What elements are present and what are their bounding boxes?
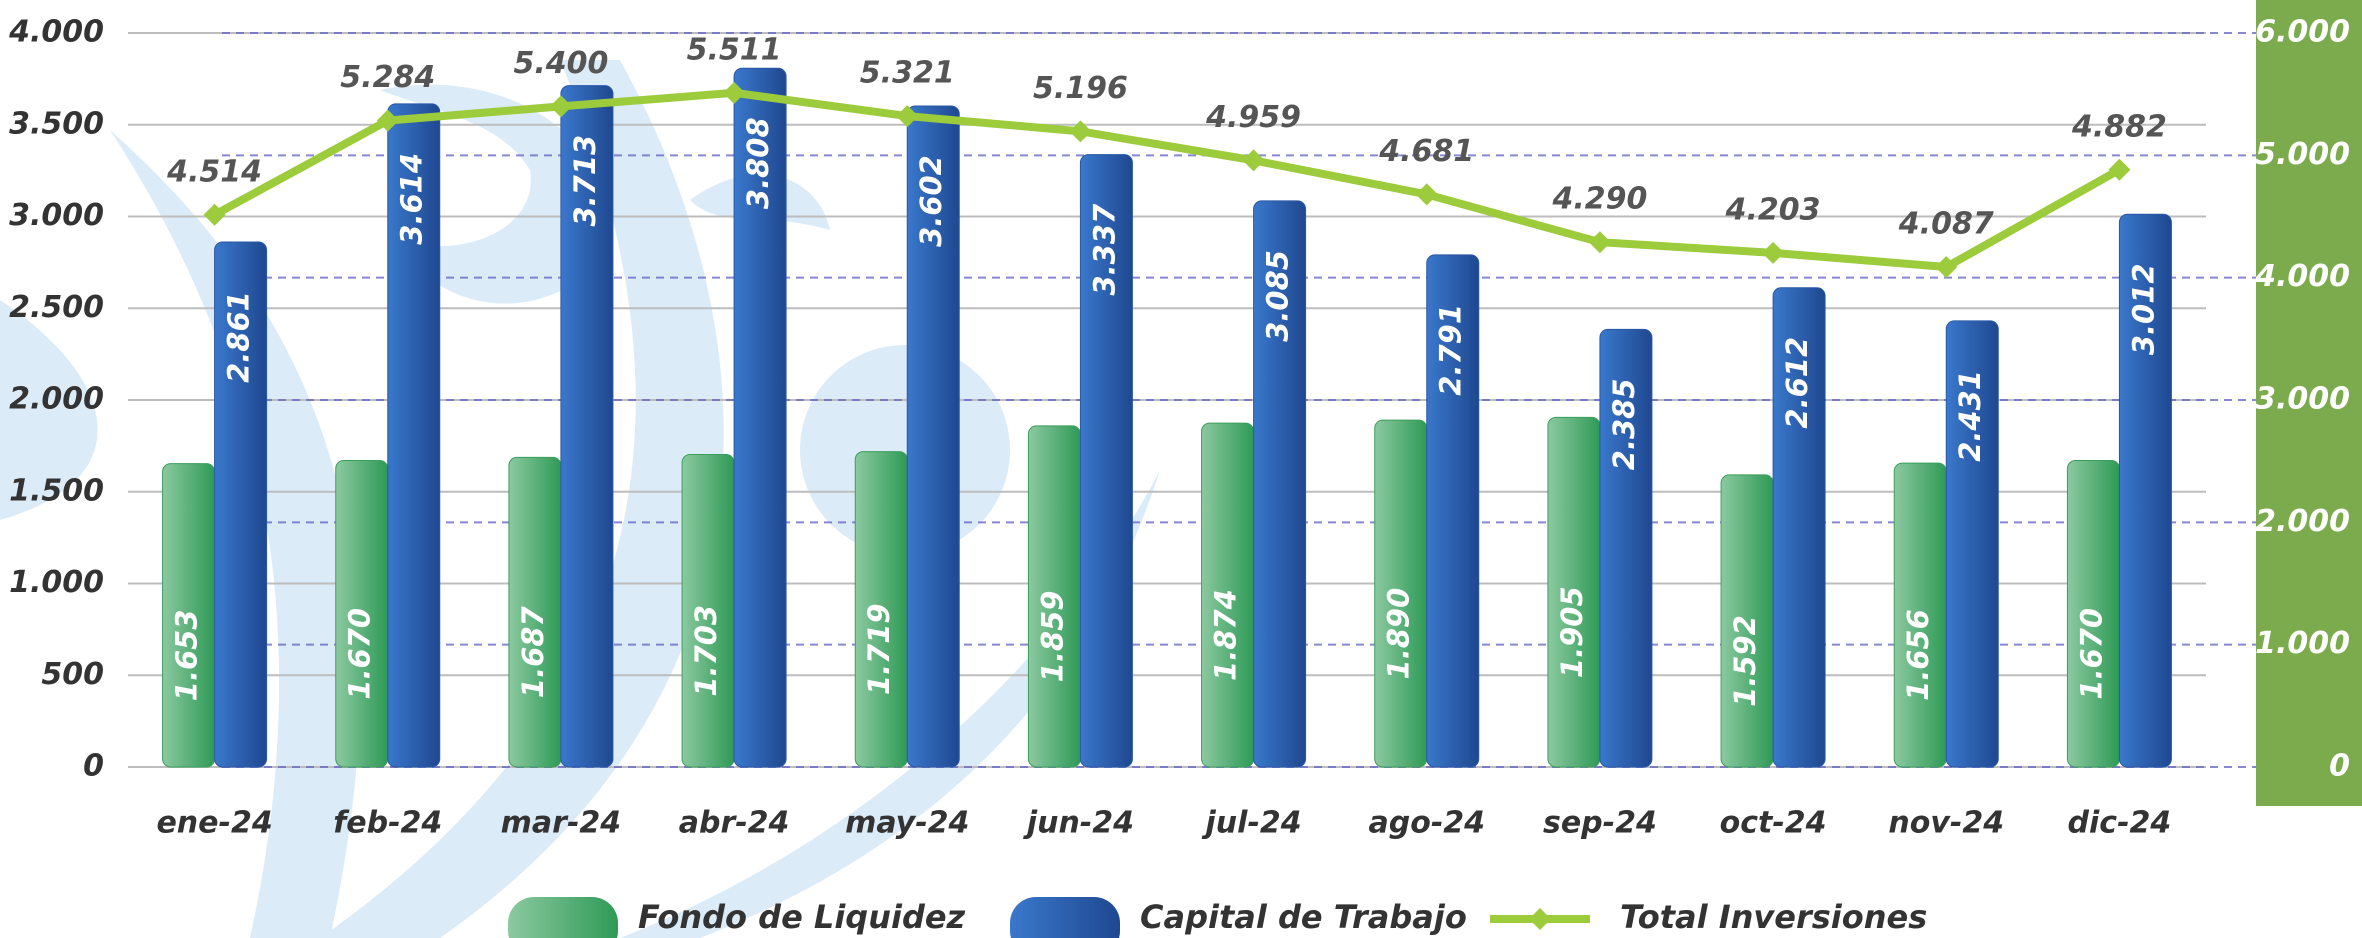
bar-value-label: 1.670 [343, 608, 377, 700]
line-value-label: 5.400 [513, 46, 608, 81]
line-marker [203, 203, 226, 226]
y-tick-label: 500 [41, 657, 104, 692]
line-marker [549, 95, 572, 118]
x-tick-label: oct-24 [1720, 806, 1827, 841]
bar-value-label: 1.592 [1728, 615, 1762, 707]
x-tick-label: jul-24 [1202, 806, 1302, 841]
y-tick-label: 1.500 [9, 473, 104, 508]
bar [906, 105, 960, 768]
y2-tick-label: 2.000 [2255, 504, 2350, 539]
line-value-label: 4.290 [1551, 182, 1647, 217]
y2-tick-label: 0 [2329, 749, 2350, 784]
x-tick-label: nov-24 [1888, 806, 2004, 841]
y2-axis-panel [2256, 0, 2362, 806]
legend-label: Capital de Trabajo [1140, 898, 1467, 936]
legend-label: Total Inversiones [1620, 898, 1927, 936]
line-marker [723, 81, 746, 104]
bar-value-label: 2.431 [1953, 370, 1987, 462]
bar-value-label: 1.703 [689, 605, 723, 697]
line-marker [1588, 231, 1611, 254]
bar-value-label: 3.808 [741, 117, 775, 209]
bar [2118, 213, 2172, 768]
bar-value-label: 3.012 [2126, 263, 2160, 355]
y-tick-label: 3.000 [9, 198, 104, 233]
line-value-label: 5.196 [1033, 71, 1128, 106]
bar-value-label: 3.337 [1087, 203, 1121, 296]
bar [1079, 154, 1133, 768]
bar [1772, 287, 1826, 768]
bar-value-label: 1.656 [1901, 609, 1935, 701]
line-marker [376, 109, 399, 132]
bar [387, 103, 441, 768]
bar-value-label: 3.085 [1261, 250, 1295, 342]
y2-tick-label: 6.000 [2255, 15, 2350, 50]
y-tick-label: 0 [83, 749, 104, 784]
x-tick-label: jun-24 [1023, 806, 1134, 841]
line-value-label: 4.203 [1725, 192, 1821, 227]
bar-value-label: 2.385 [1607, 378, 1641, 470]
bar-value-label: 1.687 [516, 606, 550, 699]
line-value-label: 5.321 [860, 56, 955, 91]
bar [1253, 200, 1307, 768]
bar-value-label: 1.719 [862, 603, 896, 695]
line-marker [1935, 256, 1958, 279]
y-tick-label: 2.000 [9, 382, 104, 417]
bar-value-label: 1.874 [1209, 589, 1243, 681]
line-marker [1069, 120, 1092, 143]
bar-value-label: 3.614 [395, 153, 429, 245]
bar-value-label: 1.859 [1035, 591, 1069, 683]
line-value-label: 4.681 [1378, 134, 1474, 169]
line-marker [896, 105, 919, 128]
legend-swatch [508, 897, 618, 938]
line-marker [2108, 158, 2131, 181]
bar [1945, 320, 1999, 768]
bar [1426, 254, 1480, 768]
line-value-label: 4.087 [1898, 207, 1994, 242]
legend-label: Fondo de Liquidez [638, 898, 966, 936]
line-value-label: 4.882 [2071, 109, 2167, 144]
y-tick-label: 1.000 [9, 565, 104, 600]
line-value-label: 5.284 [340, 60, 435, 95]
x-tick-label: ago-24 [1368, 806, 1485, 841]
line-marker [1242, 149, 1265, 172]
y2-tick-label: 1.000 [2255, 626, 2350, 661]
bar [560, 85, 614, 768]
y-tick-label: 3.500 [9, 106, 104, 141]
x-tick-label: ene-24 [156, 806, 272, 841]
x-tick-label: sep-24 [1543, 806, 1657, 841]
bar-value-label: 1.905 [1555, 586, 1589, 678]
bar-value-label: 1.653 [170, 609, 204, 701]
bar-value-label: 2.861 [222, 291, 256, 383]
y2-tick-label: 5.000 [2255, 137, 2350, 172]
y2-tick-label: 4.000 [2254, 259, 2350, 294]
line-value-label: 4.514 [166, 154, 262, 189]
x-tick-label: mar-24 [501, 806, 622, 841]
bar [733, 67, 787, 768]
line-marker [1762, 241, 1785, 264]
y2-tick-label: 3.000 [2255, 382, 2350, 417]
x-tick-label: may-24 [845, 806, 969, 841]
x-tick-label: feb-24 [333, 806, 442, 841]
line-value-label: 5.511 [687, 32, 782, 67]
y-tick-label: 2.500 [9, 290, 104, 325]
x-tick-label: abr-24 [679, 806, 790, 841]
bar-value-label: 1.890 [1382, 588, 1416, 680]
y-tick-label: 4.000 [8, 15, 104, 50]
x-tick-label: dic-24 [2068, 806, 2172, 841]
bar-value-label: 1.670 [2074, 608, 2108, 700]
line-marker [1415, 183, 1438, 206]
line-value-label: 4.959 [1205, 100, 1301, 135]
bar-value-label: 2.612 [1780, 337, 1814, 429]
legend-swatch [1010, 897, 1120, 938]
bar [214, 241, 268, 768]
bar-value-label: 3.602 [914, 155, 948, 247]
legend-marker [1529, 908, 1551, 930]
bar-value-label: 2.791 [1434, 304, 1468, 396]
bar-value-label: 3.713 [568, 135, 602, 227]
bar [1599, 328, 1653, 768]
line [212, 88, 2122, 272]
